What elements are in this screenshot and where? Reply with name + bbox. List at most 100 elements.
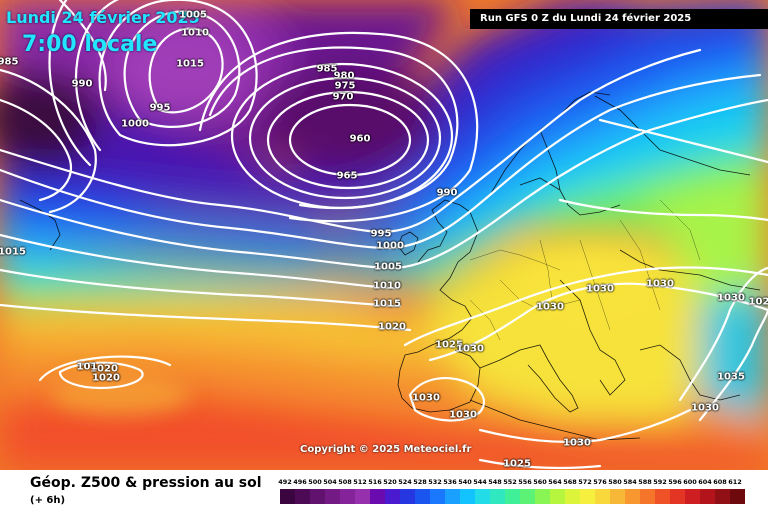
scale-label: 512 [353, 478, 367, 486]
isobar-label: 1025 [503, 458, 531, 470]
scale-label: 524 [398, 478, 412, 486]
scale-label: 500 [308, 478, 322, 486]
isobar-label: 1015 [373, 298, 401, 310]
scale-swatch [340, 489, 355, 504]
isobar-label: 101 [76, 361, 98, 373]
scale-swatch [730, 489, 745, 504]
weather-map [0, 0, 768, 470]
isobar-label: 1005 [179, 9, 207, 21]
isobar-label: 1030 [412, 392, 440, 404]
scale-swatch [655, 489, 670, 504]
scale-label: 532 [428, 478, 442, 486]
run-info: Run GFS 0 Z du Lundi 24 février 2025 [470, 9, 768, 29]
isobar-label: 995 [149, 102, 171, 114]
scale-swatch [625, 489, 640, 504]
scale-label: 520 [383, 478, 397, 486]
isobar-label: 1035 [717, 371, 745, 383]
scale-swatch [445, 489, 460, 504]
isobar-label: 1010 [181, 27, 209, 39]
scale-swatch [565, 489, 580, 504]
isobar-label: 1030 [586, 283, 614, 295]
scale-label: 492 [278, 478, 292, 486]
isobar-label: 1000 [376, 240, 404, 252]
scale-label: 588 [638, 478, 652, 486]
isobar-label: 1000 [121, 118, 149, 130]
isobar-label: 985 [316, 63, 338, 75]
map-time: 7:00 locale [22, 32, 158, 57]
scale-swatch [520, 489, 535, 504]
scale-swatch [280, 489, 295, 504]
scale-swatch [430, 489, 445, 504]
isobar-label: 1015 [0, 246, 26, 258]
scale-label: 572 [578, 478, 592, 486]
forecast-step: (+ 6h) [30, 495, 66, 506]
isobar-label: 965 [336, 170, 358, 182]
legend-bar: Géop. Z500 & pression au sol (+ 6h) 492 4… [0, 470, 768, 512]
scale-swatch [475, 489, 490, 504]
scale-label: 544 [473, 478, 487, 486]
scale-label: 576 [593, 478, 607, 486]
isobar-label: 1030 [646, 278, 674, 290]
isobar-label: 970 [332, 91, 354, 103]
scale-label: 536 [443, 478, 457, 486]
scale-label: 568 [563, 478, 577, 486]
isobar-label: 1015 [176, 58, 204, 70]
scale-label: 604 [698, 478, 712, 486]
scale-label: 516 [368, 478, 382, 486]
isobar-label: 102 [748, 296, 768, 308]
isobar-label: 1030 [456, 343, 484, 355]
isobar-label: 960 [349, 133, 371, 145]
scale-label: 596 [668, 478, 682, 486]
isobar-label: 995 [370, 228, 392, 240]
scale-swatch [415, 489, 430, 504]
scale-swatch [355, 489, 370, 504]
isobar-label: 1020 [378, 321, 406, 333]
isobar-label: 985 [0, 56, 19, 68]
scale-label: 560 [533, 478, 547, 486]
isobar-label: 1030 [691, 402, 719, 414]
scale-swatch [325, 489, 340, 504]
scale-swatch [535, 489, 550, 504]
isobar-label: 990 [436, 187, 458, 199]
scale-swatch [550, 489, 565, 504]
scale-swatch [385, 489, 400, 504]
scale-label: 504 [323, 478, 337, 486]
map-date: Lundi 24 février 2025 [6, 8, 200, 27]
scale-label: 608 [713, 478, 727, 486]
scale-label: 612 [728, 478, 742, 486]
scale-swatch [490, 489, 505, 504]
isobar-label: 1020 [92, 372, 120, 384]
isobar-label: 1030 [449, 409, 477, 421]
scale-label: 540 [458, 478, 472, 486]
scale-swatch [640, 489, 655, 504]
scale-swatch [400, 489, 415, 504]
scale-label: 496 [293, 478, 307, 486]
scale-swatch [715, 489, 730, 504]
scale-label: 556 [518, 478, 532, 486]
isobar-label: 975 [334, 80, 356, 92]
isobar-label: 1030 [536, 301, 564, 313]
isobar-label: 1025 [435, 339, 463, 351]
map-area: Lundi 24 février 2025 7:00 locale Run GF… [0, 0, 768, 470]
scale-label: 580 [608, 478, 622, 486]
scale-swatch [700, 489, 715, 504]
isobar-label: 1010 [373, 280, 401, 292]
scale-label: 592 [653, 478, 667, 486]
isobar-label: 990 [71, 78, 93, 90]
scale-label: 508 [338, 478, 352, 486]
scale-swatch [370, 489, 385, 504]
copyright-notice: Copyright © 2025 Meteociel.fr [300, 444, 472, 455]
scale-swatch [670, 489, 685, 504]
isobar-label: 1020 [90, 363, 118, 375]
scale-label: 548 [488, 478, 502, 486]
scale-label: 584 [623, 478, 637, 486]
scale-label: 600 [683, 478, 697, 486]
scale-label: 552 [503, 478, 517, 486]
scale-swatch [460, 489, 475, 504]
scale-label: 528 [413, 478, 427, 486]
isobar-label: 1030 [717, 292, 745, 304]
isobar-label: 1005 [374, 261, 402, 273]
scale-swatch [610, 489, 625, 504]
scale-swatch [310, 489, 325, 504]
scale-swatch [595, 489, 610, 504]
